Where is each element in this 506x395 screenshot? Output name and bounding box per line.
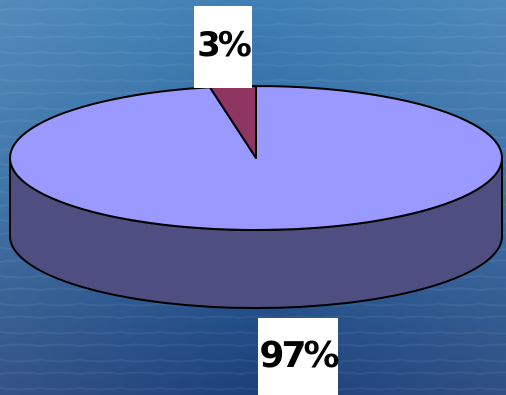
slice-label-large: 97% [258,318,340,395]
ripple [0,50,506,55]
ripple [0,22,506,27]
ripple [0,7,506,12]
ripple [0,35,506,40]
ripple [0,63,506,68]
ripple [0,315,506,320]
ripple [0,78,506,83]
slice-label-small: 3% [194,6,252,88]
pie-group [9,85,503,309]
